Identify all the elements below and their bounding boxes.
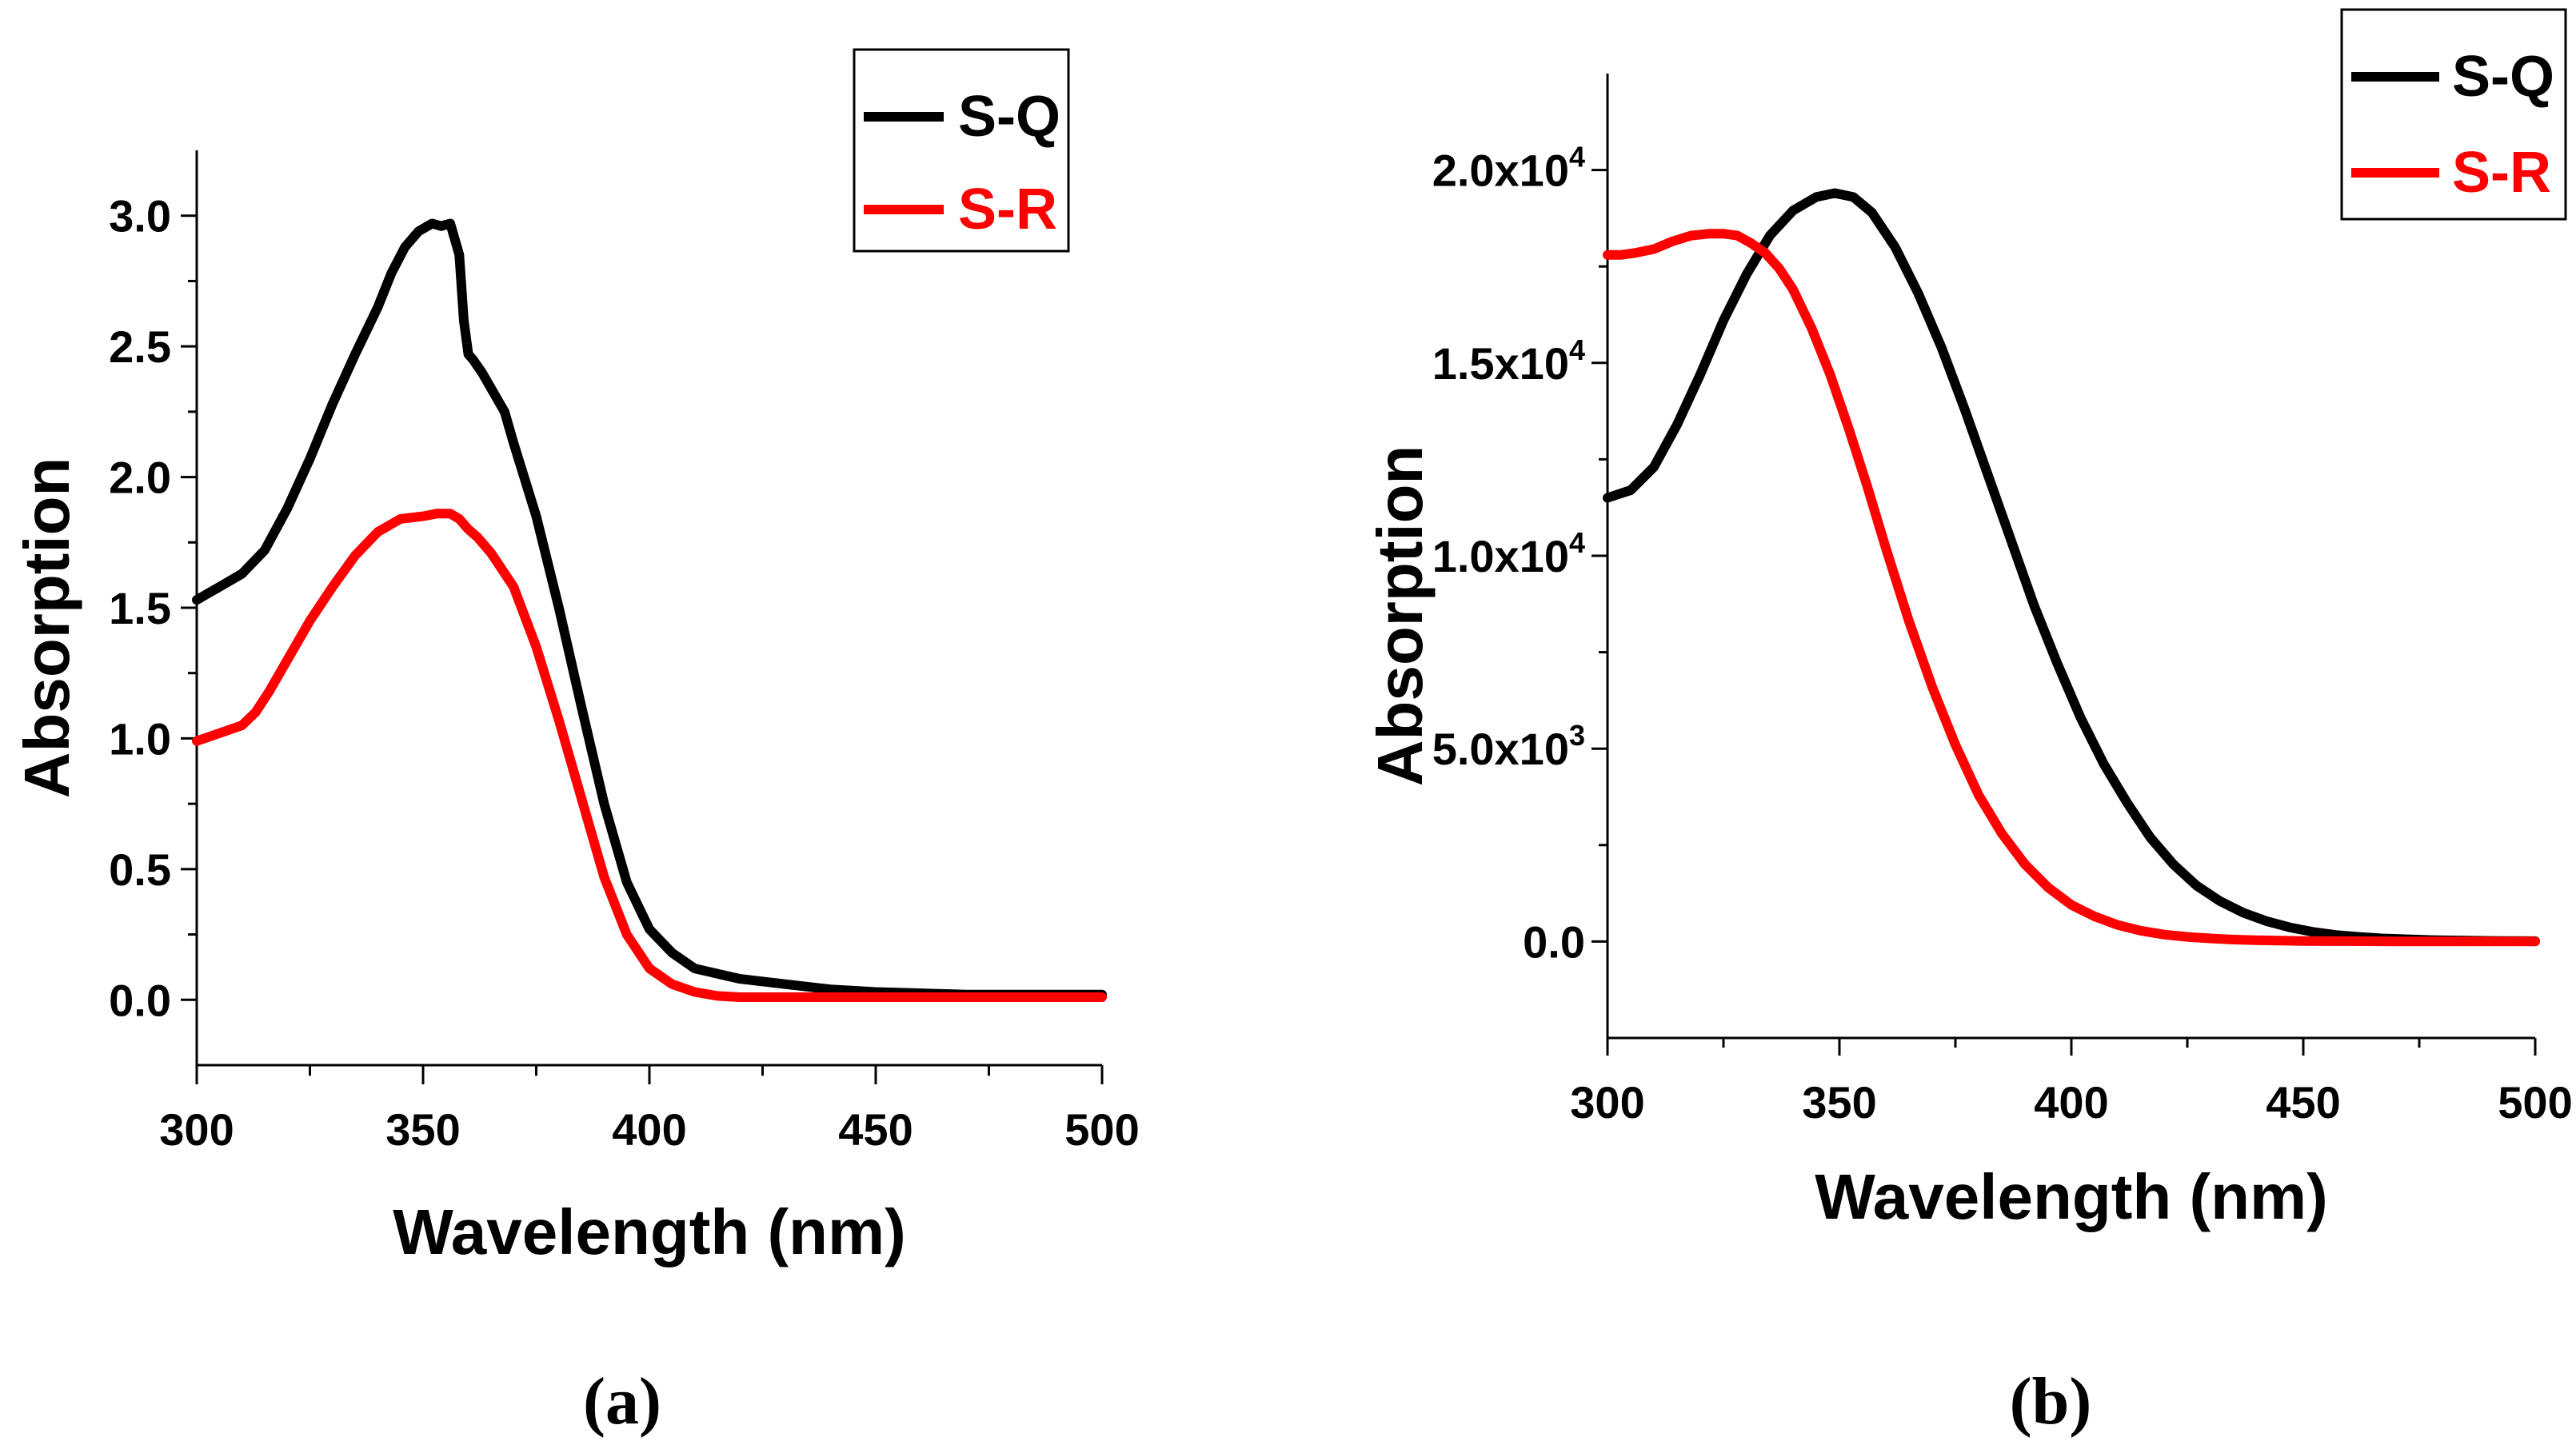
chart-b-series-s-r-line — [1603, 229, 2540, 947]
chart-b-y-axis-title: Absorption — [1364, 445, 1436, 787]
chart-b-x-axis-title: Wavelength (nm) — [1815, 1161, 2327, 1232]
chart-b-x-tick-label: 300 — [1570, 1077, 1644, 1128]
chart-b: 300 350 400 450 500 0.0 5.0x103 1.0x104 1.5x104 2… — [1364, 8, 2573, 1439]
chart-a-y-tick-label: 2.5 — [109, 321, 171, 372]
chart-b-series-s-q-line — [1603, 188, 2540, 946]
chart-b-y-tick-label: 1.5x104 — [1432, 333, 1585, 389]
chart-a-series-s-r-line — [192, 509, 1107, 1002]
chart-a-legend-label-sq: S-Q — [958, 85, 1060, 149]
chart-b-y-tick-label: 0.0 — [1523, 916, 1585, 967]
chart-a: 300 350 400 450 500 0.0 0.5 1.0 1.5 2.0 2.5 3.0 Wav… — [11, 48, 1140, 1439]
chart-a-x-tick-label: 300 — [159, 1104, 234, 1155]
chart-a-y-tick-label: 1.5 — [109, 583, 171, 633]
chart-a-curves — [192, 218, 1107, 1002]
chart-a-series-s-q-line — [192, 218, 1107, 1000]
chart-b-y-tick-label: 2.0x104 — [1432, 141, 1585, 196]
chart-b-x-tick-label: 350 — [1802, 1077, 1876, 1128]
chart-a-x-axis-title: Wavelength (nm) — [393, 1196, 905, 1267]
chart-b-legend-box — [2340, 8, 2567, 221]
chart-a-legend-label-sr: S-R — [958, 178, 1057, 241]
chart-a-x-tick-label: 350 — [385, 1104, 460, 1155]
chart-a-y-tick-label: 2.0 — [109, 453, 171, 503]
chart-a-y-axis-title: Absorption — [11, 457, 82, 799]
chart-a-y-tick-label: 0.0 — [109, 975, 171, 1025]
chart-b-y-tick-label: 5.0x103 — [1432, 719, 1585, 774]
chart-a-y-tick-label: 1.0 — [109, 713, 171, 764]
chart-b-y-tick-label: 1.0x104 — [1432, 526, 1585, 581]
chart-b-ticks: 300 350 400 450 500 0.0 5.0x103 1.0x104 1.5x104 2… — [1432, 141, 2573, 1128]
chart-b-legend-label-sr: S-R — [2452, 141, 2551, 205]
chart-b-legend-label-sq: S-Q — [2452, 45, 2554, 109]
chart-a-x-tick-label: 450 — [838, 1104, 913, 1155]
chart-a-y-tick-label: 3.0 — [109, 191, 171, 241]
chart-b-legend: S-Q S-R — [2340, 8, 2567, 221]
chart-b-x-tick-label: 500 — [2498, 1077, 2572, 1128]
chart-a-legend: S-Q S-R — [853, 48, 1070, 253]
chart-a-x-tick-label: 500 — [1064, 1104, 1139, 1155]
chart-b-panel-label: (b) — [2010, 1364, 2092, 1439]
chart-a-x-tick-label: 400 — [612, 1104, 686, 1155]
chart-b-x-tick-label: 450 — [2266, 1077, 2340, 1128]
chart-a-y-tick-label: 0.5 — [109, 844, 171, 895]
chart-a-panel-label: (a) — [583, 1364, 661, 1439]
chart-a-ticks: 300 350 400 450 500 0.0 0.5 1.0 1.5 2.0 2.5 3.0 — [109, 191, 1140, 1155]
chart-a-legend-box — [853, 48, 1070, 253]
chart-b-x-tick-label: 400 — [2034, 1077, 2108, 1128]
chart-b-curves — [1603, 188, 2540, 947]
